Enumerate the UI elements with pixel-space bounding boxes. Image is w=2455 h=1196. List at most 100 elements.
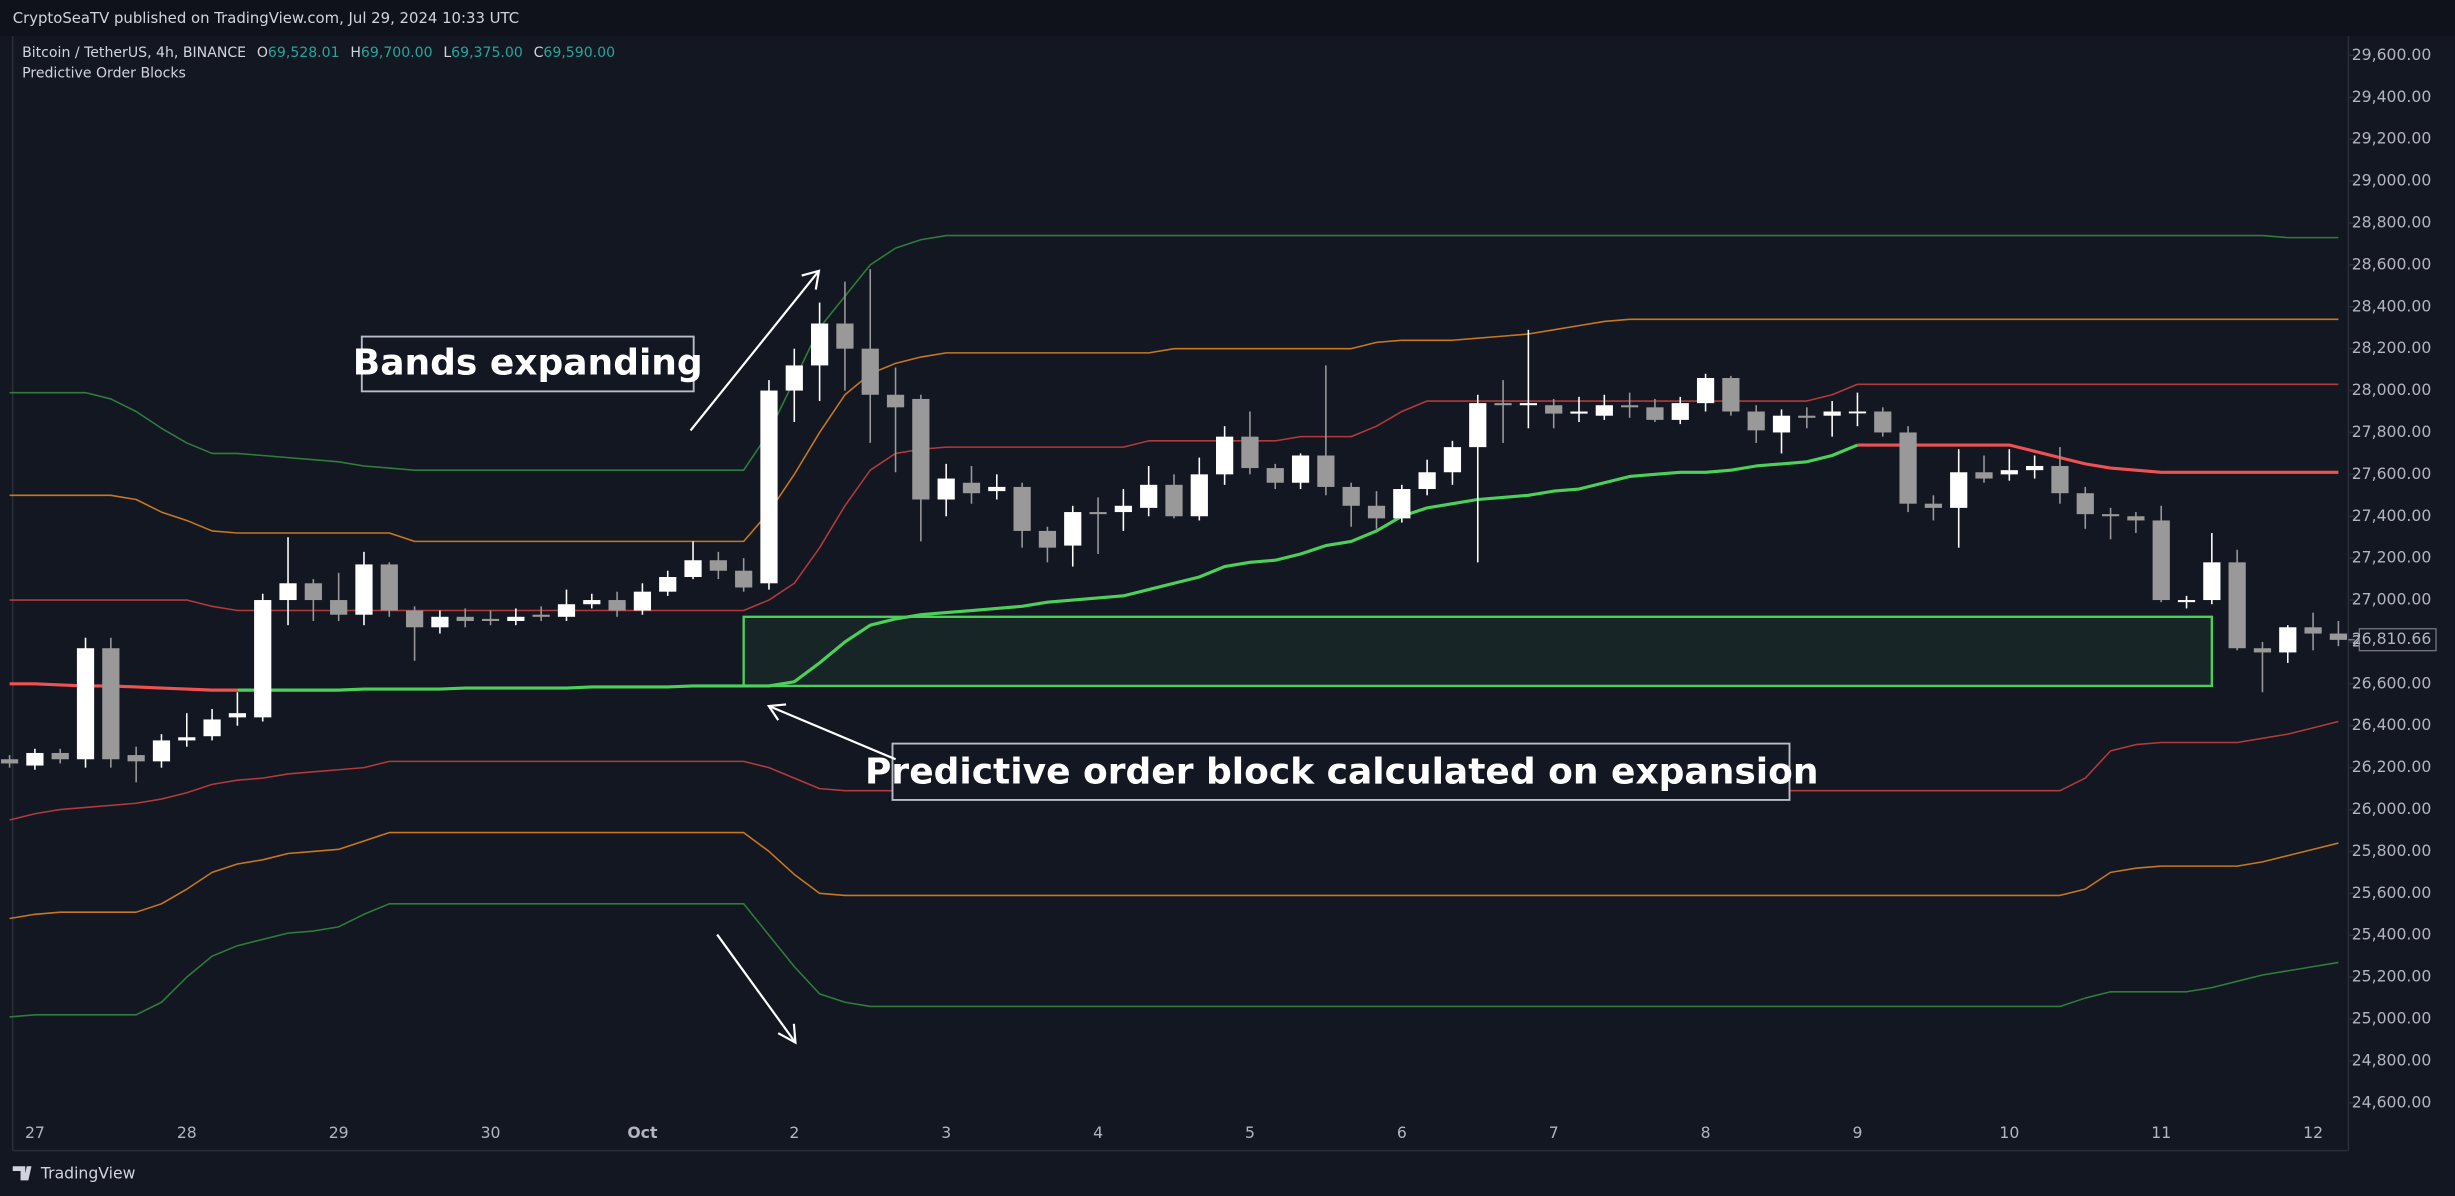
candle-body (1317, 455, 1335, 487)
y-tick-label: 26,400.00 (2352, 715, 2432, 734)
candle-body (0, 759, 19, 764)
band-line (9, 831, 2339, 920)
arrow-shaft (768, 705, 897, 761)
candle-body (810, 323, 829, 366)
candle-body (633, 591, 652, 611)
candle-body (886, 394, 905, 408)
y-tick-label: 29,200.00 (2352, 129, 2432, 148)
y-tick-label: 28,200.00 (2352, 338, 2432, 357)
y-tick-label: 27,000.00 (2352, 590, 2432, 609)
candle-body (279, 583, 297, 601)
ohlc-key: H (350, 45, 361, 61)
candle-body (684, 560, 702, 578)
candle-body (937, 478, 955, 500)
y-tick-label: 25,200.00 (2352, 967, 2432, 986)
y-tick-label: 25,800.00 (2352, 841, 2432, 860)
y-tick-label: 25,400.00 (2352, 925, 2432, 944)
candle-body (1064, 512, 1082, 546)
candle-body (330, 600, 348, 615)
candle-body (1696, 377, 1715, 404)
band-line (9, 903, 2339, 1018)
arrow-head (801, 269, 821, 290)
x-tick-label: 9 (1852, 1123, 1862, 1142)
candle-body (507, 616, 525, 621)
candle-body (127, 755, 145, 762)
ohlc-key: O (257, 45, 268, 61)
y-tick-label: 27,400.00 (2352, 506, 2432, 525)
x-tick-label: 3 (941, 1123, 951, 1142)
x-tick-label: 29 (329, 1123, 349, 1142)
y-tick-label: 27,800.00 (2352, 422, 2432, 441)
candle-body (2152, 520, 2170, 601)
candle-body (2000, 470, 2018, 475)
candle-body (304, 583, 322, 601)
x-tick-label: 2 (789, 1123, 799, 1142)
x-tick-label: 10 (1999, 1123, 2019, 1142)
candle-body (962, 482, 981, 494)
candle-body (1165, 484, 1183, 517)
candle-body (456, 616, 474, 621)
candle-body (1570, 411, 1588, 414)
y-tick-label: 29,400.00 (2352, 87, 2432, 106)
x-tick-label: 28 (177, 1123, 197, 1142)
arrow-head (766, 703, 787, 721)
candle-body (1038, 530, 1057, 548)
x-tick-label: 11 (2151, 1123, 2171, 1142)
candle-body (1469, 403, 1487, 448)
candle-body (532, 614, 550, 617)
annotation: Predictive order block calculated on exp… (865, 751, 1818, 792)
y-tick-label: 27,600.00 (2352, 464, 2432, 483)
candle-body (431, 616, 449, 628)
candle-body (1089, 512, 1107, 515)
candle-body (760, 390, 778, 584)
arrow-shaft (689, 270, 820, 432)
candle-body (2329, 633, 2348, 640)
x-tick-label: 6 (1397, 1123, 1407, 1142)
x-tick-label: 7 (1549, 1123, 1559, 1142)
candle-body (51, 752, 69, 760)
candle-body (254, 600, 272, 718)
x-tick-label: 4 (1093, 1123, 1103, 1142)
candle-body (583, 600, 601, 605)
annotation: Bands expanding (353, 343, 703, 384)
y-tick-label: 28,600.00 (2352, 254, 2432, 273)
y-tick-label: 26,200.00 (2352, 757, 2432, 776)
candle-body (1975, 472, 1993, 479)
candle-body (1595, 405, 1613, 416)
candle-body (2253, 648, 2272, 653)
candle-body (2177, 600, 2196, 603)
brand-logo (12, 1166, 32, 1181)
publisher: CryptoSeaTV published on TradingView.com… (13, 9, 519, 27)
candle-body (102, 648, 120, 760)
candle-body (709, 560, 727, 571)
candle-body (735, 570, 753, 588)
y-tick-label: 29,000.00 (2352, 171, 2432, 190)
candle-body (2026, 465, 2044, 471)
candle-body (1266, 468, 1284, 483)
x-tick-label: 8 (1701, 1123, 1711, 1142)
band-line (9, 443, 2339, 692)
candle-body (2228, 562, 2246, 649)
candle-body (659, 577, 677, 592)
candle-body (1621, 405, 1639, 408)
candle-body (1443, 447, 1462, 473)
candle-body (2127, 516, 2145, 521)
candle-body (2076, 493, 2094, 515)
candle-body (912, 398, 930, 500)
brand-name: TradingView (40, 1164, 136, 1183)
candle-body (1216, 436, 1234, 475)
candle-body (1140, 484, 1158, 508)
candle-body (608, 600, 626, 611)
band-line (237, 443, 1859, 692)
candle-body (861, 348, 879, 395)
arrow (689, 269, 821, 432)
candle-body (1241, 436, 1259, 469)
candle-body (1519, 403, 1537, 406)
y-tick-label: 26,600.00 (2352, 673, 2432, 692)
candle-body (2051, 465, 2069, 494)
arrow-shaft (716, 933, 797, 1044)
ohlc-key: C (534, 45, 544, 61)
candle-body (1418, 472, 1436, 490)
symbol-legend: Bitcoin / TetherUS, 4h, BINANCE O69,528.… (22, 45, 615, 61)
